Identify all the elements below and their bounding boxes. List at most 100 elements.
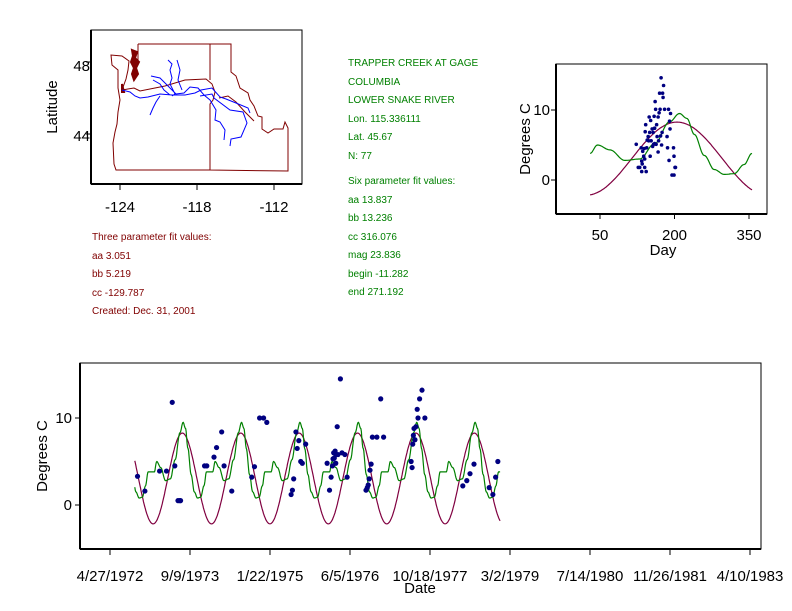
observation-point (334, 424, 340, 430)
three-param-bb: bb 5.219 (92, 269, 131, 280)
six-param-panel: Six parameter fit values: aa 13.837 bb 1… (348, 173, 455, 303)
site-lon: Lon. 115.336111 (348, 113, 421, 125)
observation-point (288, 491, 294, 498)
ts-xtick-label: 10/18/1977 (392, 568, 467, 585)
observation-point (344, 474, 350, 480)
observation-point (659, 143, 664, 147)
observation-point (651, 130, 655, 135)
observation-point (660, 91, 665, 95)
observation-point (415, 415, 421, 421)
observation-point (646, 134, 650, 139)
observation-point (413, 424, 419, 430)
observation-point (134, 473, 141, 479)
day-chart-ylabel: Degrees C (517, 103, 534, 175)
observation-point (460, 483, 466, 489)
ts-xtick-label: 3/2/1979 (481, 568, 539, 585)
observation-point (219, 429, 225, 435)
map-xtick-neg112: -112 (260, 199, 289, 216)
observation-point (643, 129, 647, 134)
observation-point (659, 76, 663, 80)
observation-point (657, 91, 662, 95)
observation-point (293, 429, 299, 435)
observation-point (378, 396, 384, 402)
observation-point (142, 488, 148, 494)
observation-point (643, 122, 648, 127)
observation-point (641, 154, 646, 158)
observation-point (374, 434, 380, 440)
observation-point (251, 464, 258, 470)
observation-point (368, 461, 374, 467)
observation-point (647, 115, 651, 119)
map-ytick-48: 48 (73, 58, 90, 75)
observation-point (412, 437, 418, 443)
observation-point (656, 150, 660, 154)
observation-point (642, 157, 647, 161)
observation-point (221, 463, 227, 469)
six-param-fit-line (134, 421, 501, 499)
ts-ytick-label: 0 (64, 497, 72, 514)
location-map: 48 44 Latitude -124 -118 -112 (44, 29, 303, 216)
observation-point (640, 162, 645, 166)
six-param-title: Six parameter fit values: (348, 176, 456, 187)
observation-point (658, 107, 662, 112)
observation-point (668, 111, 673, 116)
ts-xtick-label: 4/27/1972 (77, 568, 144, 585)
observation-point (291, 476, 297, 482)
observation-point (658, 134, 663, 138)
three-param-title: Three parameter fit values: (92, 232, 212, 243)
observation-point (264, 419, 270, 425)
observation-point (490, 491, 496, 498)
ts-xtick-label: 7/14/1980 (557, 568, 624, 585)
observation-point (671, 146, 676, 150)
map-xtick-neg118: -118 (183, 199, 212, 216)
observation-point (639, 159, 644, 163)
observation-point (647, 130, 652, 135)
ts-xtick-label: 1/22/1975 (237, 568, 304, 585)
map-frame (90, 29, 303, 185)
observation-point (213, 444, 220, 451)
ts-xtick-label: 9/9/1973 (161, 568, 219, 585)
day-of-year-chart: 50 200 350 10 0 Day Degrees C (517, 63, 768, 259)
observation-point (665, 134, 669, 139)
three-param-cc: cc -129.787 (92, 287, 145, 299)
observation-point (464, 478, 470, 484)
observation-point (656, 115, 660, 119)
observation-point (367, 467, 373, 473)
ts-chart-xlabel: Date (404, 580, 436, 597)
day-xtick-label: 350 (736, 227, 761, 244)
observation-point (261, 415, 267, 421)
created-date: Created: Dec. 31, 2001 (92, 306, 196, 317)
observation-point (655, 134, 659, 139)
three-param-fit-line (589, 121, 753, 196)
six-param-mag: mag 23.836 (348, 250, 401, 261)
observation-point (495, 458, 501, 465)
three-param-panel: Three parameter fit values: aa 3.051 bb … (92, 229, 212, 322)
observation-point (326, 487, 333, 493)
observation-point (409, 464, 415, 471)
map-xtick-neg124: -124 (105, 199, 135, 216)
six-param-end: end 271.192 (348, 287, 404, 298)
six-param-bb: bb 13.236 (348, 213, 393, 224)
observation-point (486, 485, 492, 491)
observation-point (642, 165, 647, 170)
observation-point (639, 169, 644, 174)
state-borders (110, 43, 289, 172)
site-info-panel: TRAPPER CREEK AT GAGE COLUMBIA LOWER SNA… (348, 55, 478, 166)
observation-point (335, 451, 341, 458)
observation-point (673, 165, 678, 170)
observation-point (324, 460, 330, 466)
map-ytick-44: 44 (73, 128, 90, 145)
observation-point (365, 482, 371, 488)
observation-point (229, 488, 235, 494)
six-param-begin: begin -11.282 (348, 268, 409, 280)
observation-point (653, 99, 657, 104)
observation-point (333, 460, 339, 466)
observation-point (667, 119, 672, 123)
three-param-aa: aa 3.051 (92, 250, 131, 262)
map-ylabel: Latitude (44, 80, 61, 133)
six-param-cc: cc 316.076 (348, 231, 397, 243)
observation-point (653, 107, 658, 112)
observation-point (652, 126, 657, 130)
observation-point (652, 114, 656, 119)
day-xtick-label: 50 (592, 227, 609, 244)
